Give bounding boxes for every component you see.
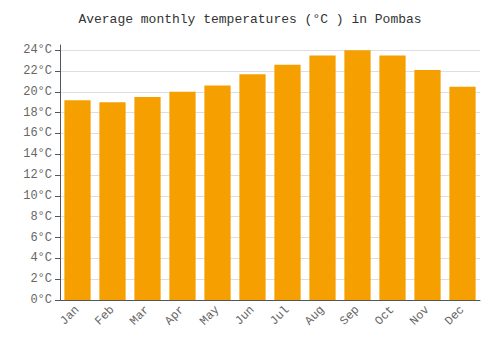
svg-text:18°C: 18°C xyxy=(23,106,52,120)
svg-text:0°C: 0°C xyxy=(30,293,52,307)
svg-text:8°C: 8°C xyxy=(30,210,52,224)
svg-text:Average monthly temperatures (: Average monthly temperatures (°C ) in Po… xyxy=(78,12,421,27)
svg-text:Jun: Jun xyxy=(232,303,257,328)
svg-text:Feb: Feb xyxy=(92,303,117,328)
svg-text:14°C: 14°C xyxy=(23,147,52,161)
svg-text:Mar: Mar xyxy=(127,303,152,328)
svg-text:Jan: Jan xyxy=(57,303,82,328)
svg-text:22°C: 22°C xyxy=(23,64,52,78)
svg-text:Nov: Nov xyxy=(407,303,432,328)
svg-text:Aug: Aug xyxy=(302,303,327,328)
svg-text:4°C: 4°C xyxy=(30,251,52,265)
svg-text:Jul: Jul xyxy=(267,303,292,328)
svg-text:Apr: Apr xyxy=(162,303,187,328)
svg-text:6°C: 6°C xyxy=(30,231,52,245)
svg-text:Sep: Sep xyxy=(337,303,362,328)
svg-text:2°C: 2°C xyxy=(30,272,52,286)
svg-text:Oct: Oct xyxy=(372,303,397,328)
svg-text:May: May xyxy=(197,303,222,328)
svg-text:16°C: 16°C xyxy=(23,126,52,140)
svg-text:12°C: 12°C xyxy=(23,168,52,182)
svg-text:24°C: 24°C xyxy=(23,43,52,57)
svg-text:Dec: Dec xyxy=(442,303,467,328)
svg-text:20°C: 20°C xyxy=(23,85,52,99)
svg-text:10°C: 10°C xyxy=(23,189,52,203)
